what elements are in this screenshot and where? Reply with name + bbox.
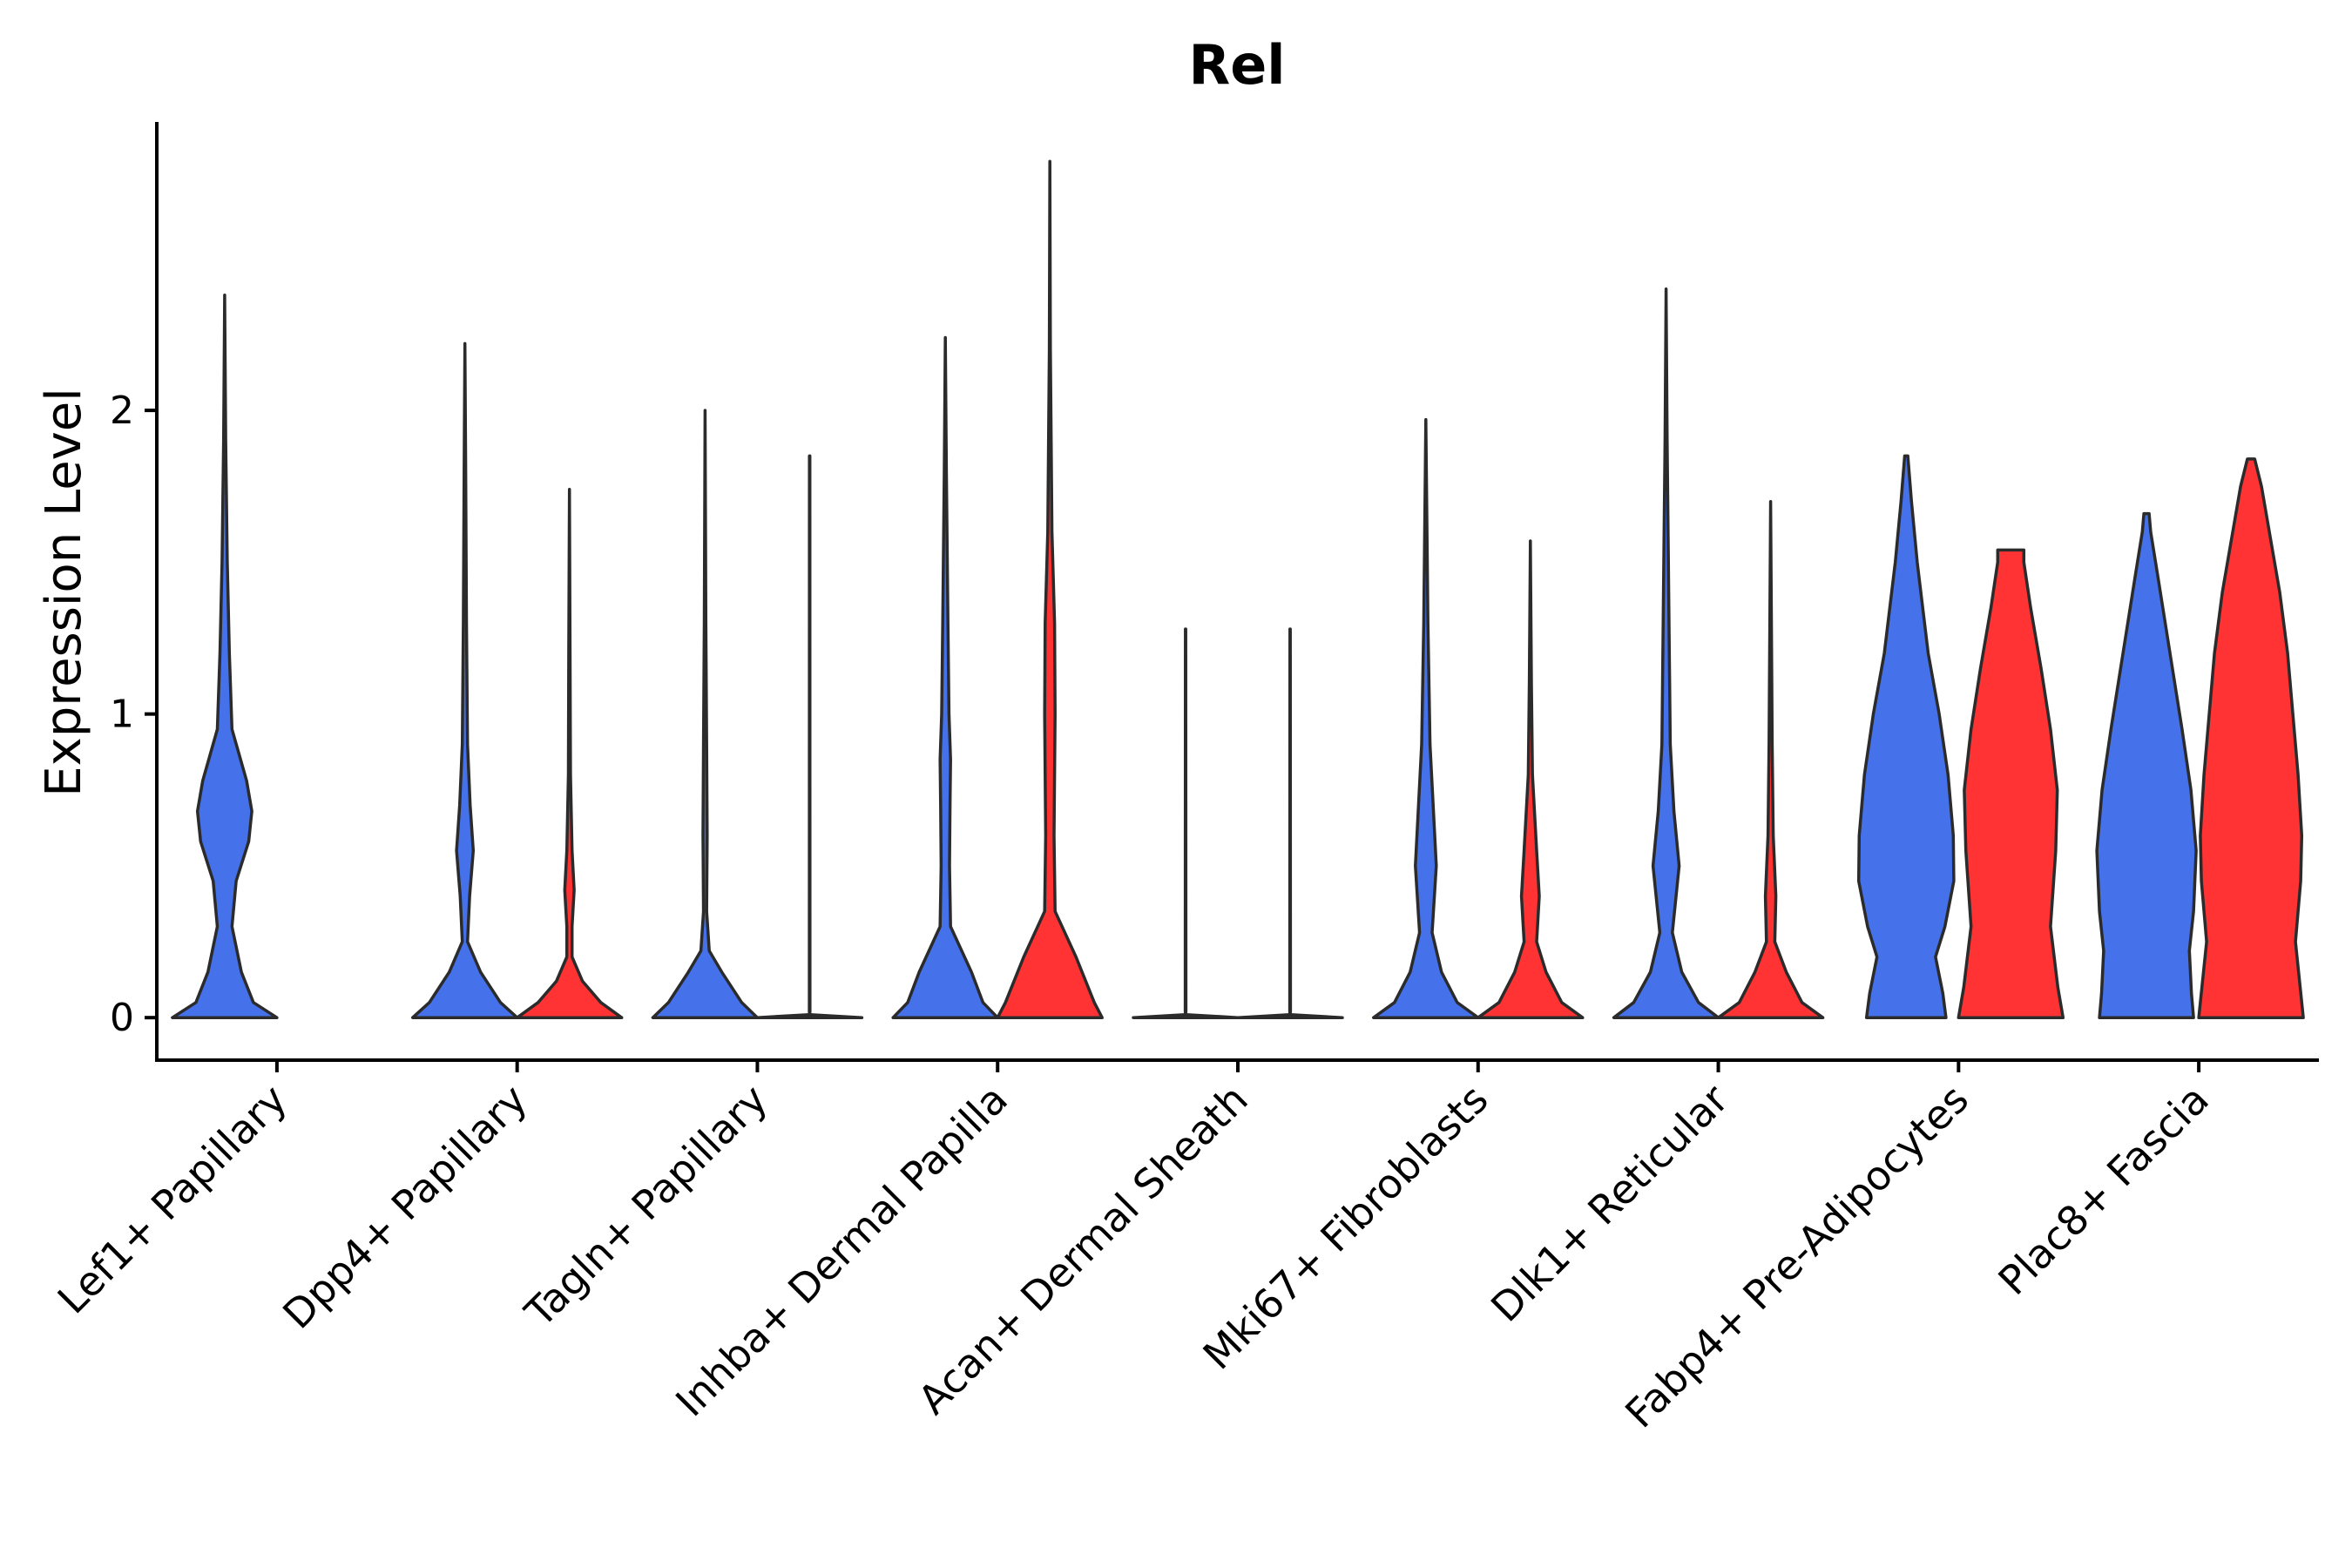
y-tick-label: 1 [110, 693, 134, 737]
violin-7-group1 [1612, 287, 1720, 1019]
chart-title: Rel [1188, 33, 1285, 97]
violin-9-group2 [2197, 457, 2305, 1019]
violin-4-group1 [891, 335, 999, 1019]
violin-9-group1 [2095, 511, 2198, 1019]
x-tick-label: Plac8+ Fascia [1989, 1076, 2217, 1304]
violin-5-group2 [1236, 627, 1344, 1019]
y-tick-label: 0 [110, 996, 134, 1040]
x-tick-label: Lef1+ Papillary [49, 1076, 296, 1323]
x-tick-label: Dlk1+ Reticular [1482, 1076, 1737, 1331]
violin-6-group1 [1372, 417, 1480, 1019]
y-axis-ticks: 0 1 2 [110, 389, 157, 1040]
violin-3-group2 [755, 454, 864, 1019]
violin-5-group1 [1132, 627, 1240, 1019]
violin-8-group2 [1957, 548, 2065, 1019]
violin-7-group2 [1716, 499, 1825, 1019]
violin-6-group2 [1477, 539, 1585, 1019]
violin-2-group1 [410, 341, 519, 1019]
x-tick-label: Dpp4+ Papillary [274, 1076, 536, 1338]
violin-2-group2 [515, 487, 624, 1019]
y-tick-label: 2 [110, 389, 134, 433]
violin-layer [171, 159, 2305, 1019]
violin-8-group1 [1856, 454, 1956, 1019]
violin-4-group2 [996, 159, 1104, 1019]
violin-1-group1 [171, 293, 279, 1019]
y-axis-label: Expression Level [36, 388, 92, 797]
x-tick-label: Tagln+ Papillary [516, 1076, 777, 1337]
violin-3-group1 [651, 409, 760, 1019]
